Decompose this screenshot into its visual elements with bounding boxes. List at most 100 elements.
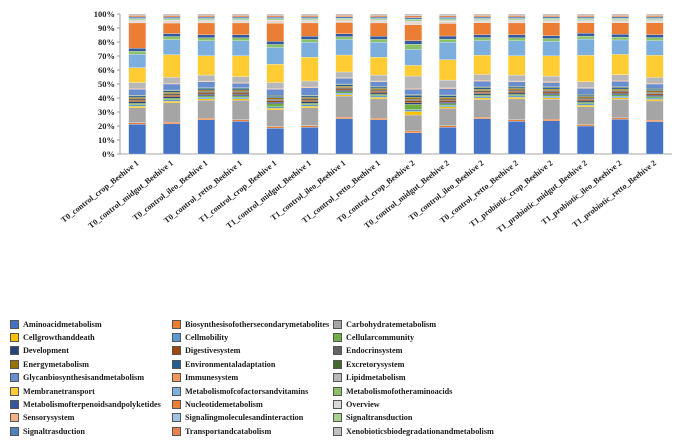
bar-segment — [611, 18, 629, 20]
bar-segment — [197, 22, 215, 35]
bar-segment — [301, 100, 319, 102]
bar-segment — [404, 44, 422, 50]
bar-segment — [439, 17, 457, 19]
chart-plot-area: 0%10%20%30%40%50%60%70%80%90%100%T0_cont… — [59, 9, 672, 235]
legend-item: Glycanbiosynthesisandmetabolism — [10, 372, 144, 384]
bar-segment — [577, 102, 595, 105]
bar-segment — [232, 21, 250, 24]
legend-swatch — [172, 386, 181, 396]
bar-segment — [370, 21, 388, 24]
bar-segment — [577, 16, 595, 19]
legend-item: Xenobioticsbiodegradationandmetabolism — [333, 425, 494, 437]
bar-segment — [370, 91, 388, 94]
bar-segment — [370, 89, 388, 92]
bar-segment — [646, 121, 664, 155]
bar-segment — [197, 91, 215, 94]
bar-segment — [404, 21, 422, 23]
bar-segment — [232, 91, 250, 94]
bar-segment — [577, 105, 595, 107]
bar-segment — [163, 123, 181, 155]
bar-segment — [163, 54, 181, 78]
bar-segment — [404, 24, 422, 41]
bar-segment — [577, 125, 595, 155]
bar-segment — [163, 90, 181, 93]
bar-segment — [301, 97, 319, 100]
bar-segment — [335, 22, 353, 34]
bar-segment — [128, 104, 146, 107]
bar-segment — [232, 83, 250, 88]
bar-segment — [301, 57, 319, 82]
bar-segment — [646, 83, 664, 89]
bar-segment — [163, 18, 181, 21]
bar-segment — [197, 34, 215, 38]
bar-segment — [266, 97, 284, 100]
bar-segment — [542, 55, 560, 77]
bar-segment — [439, 35, 457, 40]
legend-label: Membranetransport — [23, 386, 95, 396]
bar-segment — [577, 97, 595, 100]
bar-segment — [301, 42, 319, 58]
bar-segment — [439, 13, 457, 16]
bar-segment — [439, 103, 457, 106]
legend-swatch — [333, 413, 342, 423]
legend-item: Metabolismofcofactorsandvitamins — [172, 385, 308, 397]
bar-segment — [473, 80, 491, 88]
bar-segment — [335, 93, 353, 95]
legend-label: Xenobioticsbiodegradationandmetabolism — [346, 426, 494, 436]
bar-segment — [542, 13, 560, 16]
bar-segment — [404, 17, 422, 20]
bar-segment — [266, 13, 284, 16]
legend-swatch — [10, 399, 19, 409]
bar-segment — [542, 41, 560, 56]
bar-segment — [232, 100, 250, 120]
bar-segment — [197, 98, 215, 101]
bar-segment — [439, 42, 457, 60]
bar-segment — [197, 81, 215, 88]
bar-segment — [335, 39, 353, 56]
legend-item: Metabolismofterpenoidsandpolyketides — [10, 398, 161, 410]
bar-segment — [163, 96, 181, 99]
bar-segment — [611, 39, 629, 55]
y-tick-label: 30% — [98, 107, 115, 117]
bar-segment — [197, 55, 215, 76]
bar-segment — [646, 34, 664, 38]
bar-segment — [266, 15, 284, 18]
legend-swatch — [10, 359, 19, 369]
legend-label: Metabolismofotheraminoacids — [346, 386, 453, 396]
bar-segment — [266, 103, 284, 107]
legend-label: Overview — [346, 399, 380, 409]
bar-segment — [646, 96, 664, 99]
bar-segment — [266, 44, 284, 48]
bar-segment — [611, 36, 629, 41]
bar-segment — [473, 118, 491, 155]
bar-segment — [611, 96, 629, 98]
bar-segment — [301, 107, 319, 126]
bar-segment — [473, 87, 491, 90]
bar-segment — [473, 37, 491, 41]
bar-segment — [301, 95, 319, 98]
bar-segment — [266, 99, 284, 101]
bar-segment — [646, 55, 664, 78]
bar-segment — [542, 75, 560, 82]
legend-item: Excretorysystem — [333, 358, 405, 370]
bar-segment — [335, 87, 353, 90]
bar-segment — [370, 36, 388, 40]
bar-segment — [163, 77, 181, 84]
bar-segment — [335, 88, 353, 91]
bar-segment — [404, 22, 422, 25]
bar-segment — [473, 89, 491, 91]
bar-segment — [439, 95, 457, 98]
bar-segment — [439, 23, 457, 37]
bar-segment — [577, 94, 595, 97]
legend-swatch — [333, 373, 342, 383]
bar-segment — [404, 98, 422, 101]
bar-segment — [370, 118, 388, 120]
bar-segment — [542, 88, 560, 91]
bar-segment — [542, 87, 560, 90]
legend-item: Sensorysystem — [10, 412, 74, 424]
bar-segment — [266, 108, 284, 110]
bar-segment — [266, 21, 284, 24]
bar-segment — [646, 89, 664, 91]
bar-segment — [232, 76, 250, 83]
